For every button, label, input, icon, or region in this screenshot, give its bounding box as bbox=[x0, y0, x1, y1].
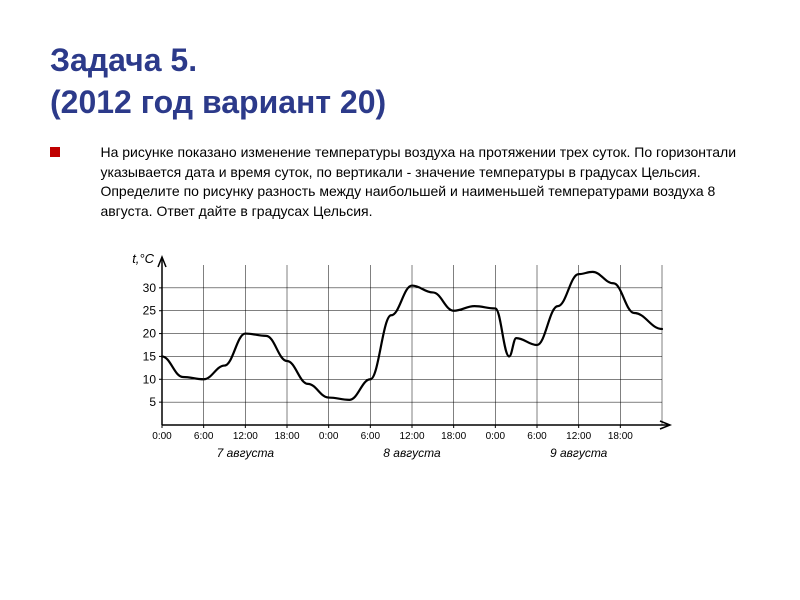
svg-text:t,°C: t,°C bbox=[132, 251, 154, 266]
description-text: На рисунке показано изменение температур… bbox=[100, 143, 740, 221]
title-line-1: Задача 5. bbox=[50, 42, 197, 78]
svg-text:12:00: 12:00 bbox=[399, 431, 424, 442]
svg-text:0:00: 0:00 bbox=[486, 431, 506, 442]
svg-text:12:00: 12:00 bbox=[233, 431, 258, 442]
chart-svg: t,°C 5 10 15 20 25 30 0:00 6:00 12:00 18:00 0:00 6:0… bbox=[120, 247, 680, 477]
svg-text:18:00: 18:00 bbox=[608, 431, 633, 442]
svg-text:18:00: 18:00 bbox=[441, 431, 466, 442]
svg-text:6:00: 6:00 bbox=[527, 431, 547, 442]
svg-text:12:00: 12:00 bbox=[566, 431, 591, 442]
svg-text:5: 5 bbox=[149, 395, 156, 409]
description-block: На рисунке показано изменение температур… bbox=[50, 143, 750, 236]
svg-text:6:00: 6:00 bbox=[194, 431, 214, 442]
svg-text:6:00: 6:00 bbox=[361, 431, 381, 442]
page-title: Задача 5. (2012 год вариант 20) bbox=[50, 40, 750, 123]
svg-text:30: 30 bbox=[143, 280, 157, 294]
bullet-icon bbox=[50, 147, 60, 157]
svg-text:8 августа: 8 августа bbox=[383, 446, 441, 460]
svg-text:0:00: 0:00 bbox=[319, 431, 339, 442]
temperature-chart: t,°C 5 10 15 20 25 30 0:00 6:00 12:00 18:00 0:00 6:0… bbox=[120, 247, 750, 477]
svg-text:20: 20 bbox=[143, 326, 157, 340]
svg-text:10: 10 bbox=[143, 372, 157, 386]
svg-text:18:00: 18:00 bbox=[274, 431, 299, 442]
svg-text:25: 25 bbox=[143, 303, 157, 317]
svg-text:7 августа: 7 августа bbox=[217, 446, 275, 460]
title-line-2: (2012 год вариант 20) bbox=[50, 84, 386, 120]
svg-text:9 августа: 9 августа bbox=[550, 446, 608, 460]
svg-text:15: 15 bbox=[143, 349, 157, 363]
svg-text:0:00: 0:00 bbox=[152, 431, 172, 442]
